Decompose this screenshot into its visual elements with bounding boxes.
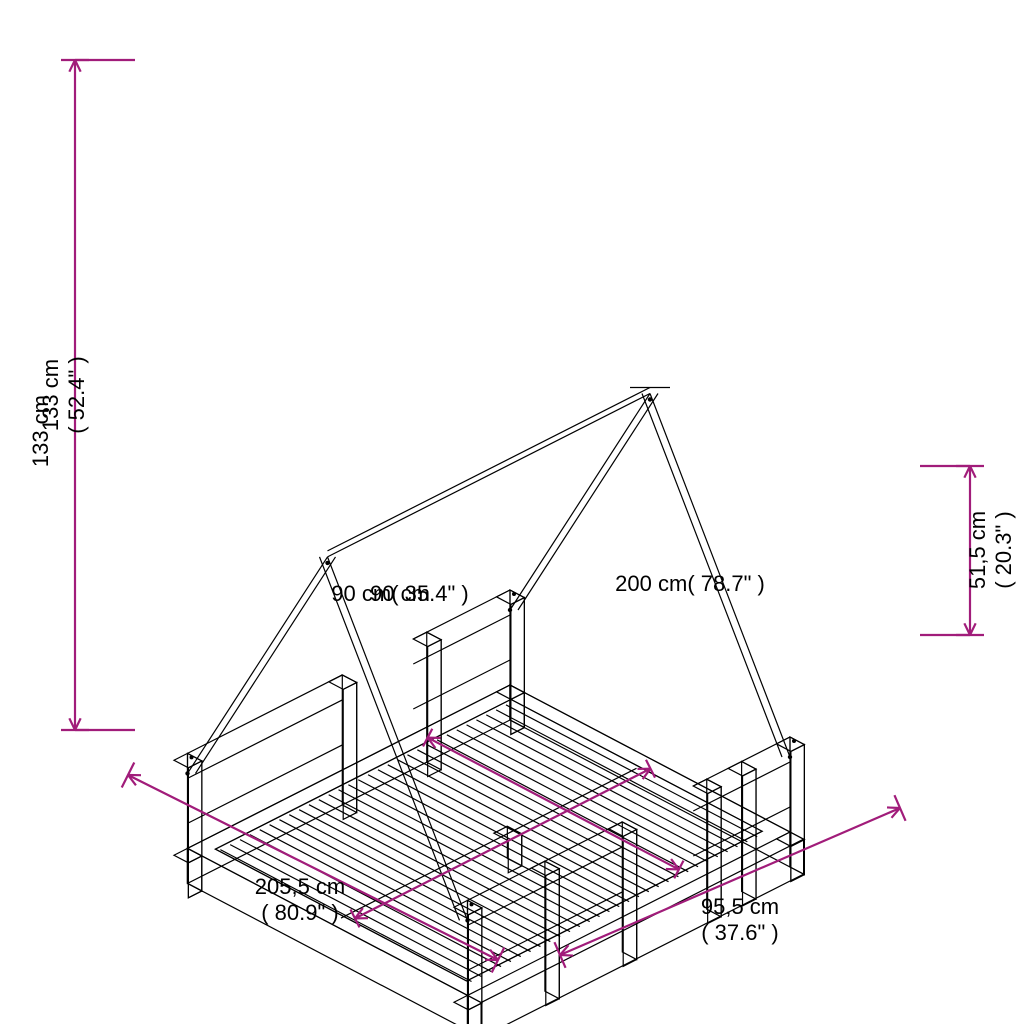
dim-outer-width-in: ( 37.6" ) bbox=[701, 920, 779, 945]
dim-outer-width-cm: 95,5 cm bbox=[701, 894, 779, 919]
dim-mattress-length-cm: 200 cm( 78.7" ) bbox=[615, 571, 765, 596]
dim-outer-length-cm: 205,5 cm bbox=[255, 874, 346, 899]
dim-outer-length-in: ( 80.9" ) bbox=[261, 900, 339, 925]
dim-rail-height-cm: 51,5 cm bbox=[965, 511, 990, 589]
dim-total-height-cm: 133 cm bbox=[38, 359, 63, 431]
dim-rail-height-in: ( 20.3" ) bbox=[991, 511, 1016, 589]
dim-total-height-in: ( 52.4" ) bbox=[64, 356, 89, 434]
dim-mattress-width-cm: 90 cm( 35.4" ) bbox=[331, 581, 468, 606]
